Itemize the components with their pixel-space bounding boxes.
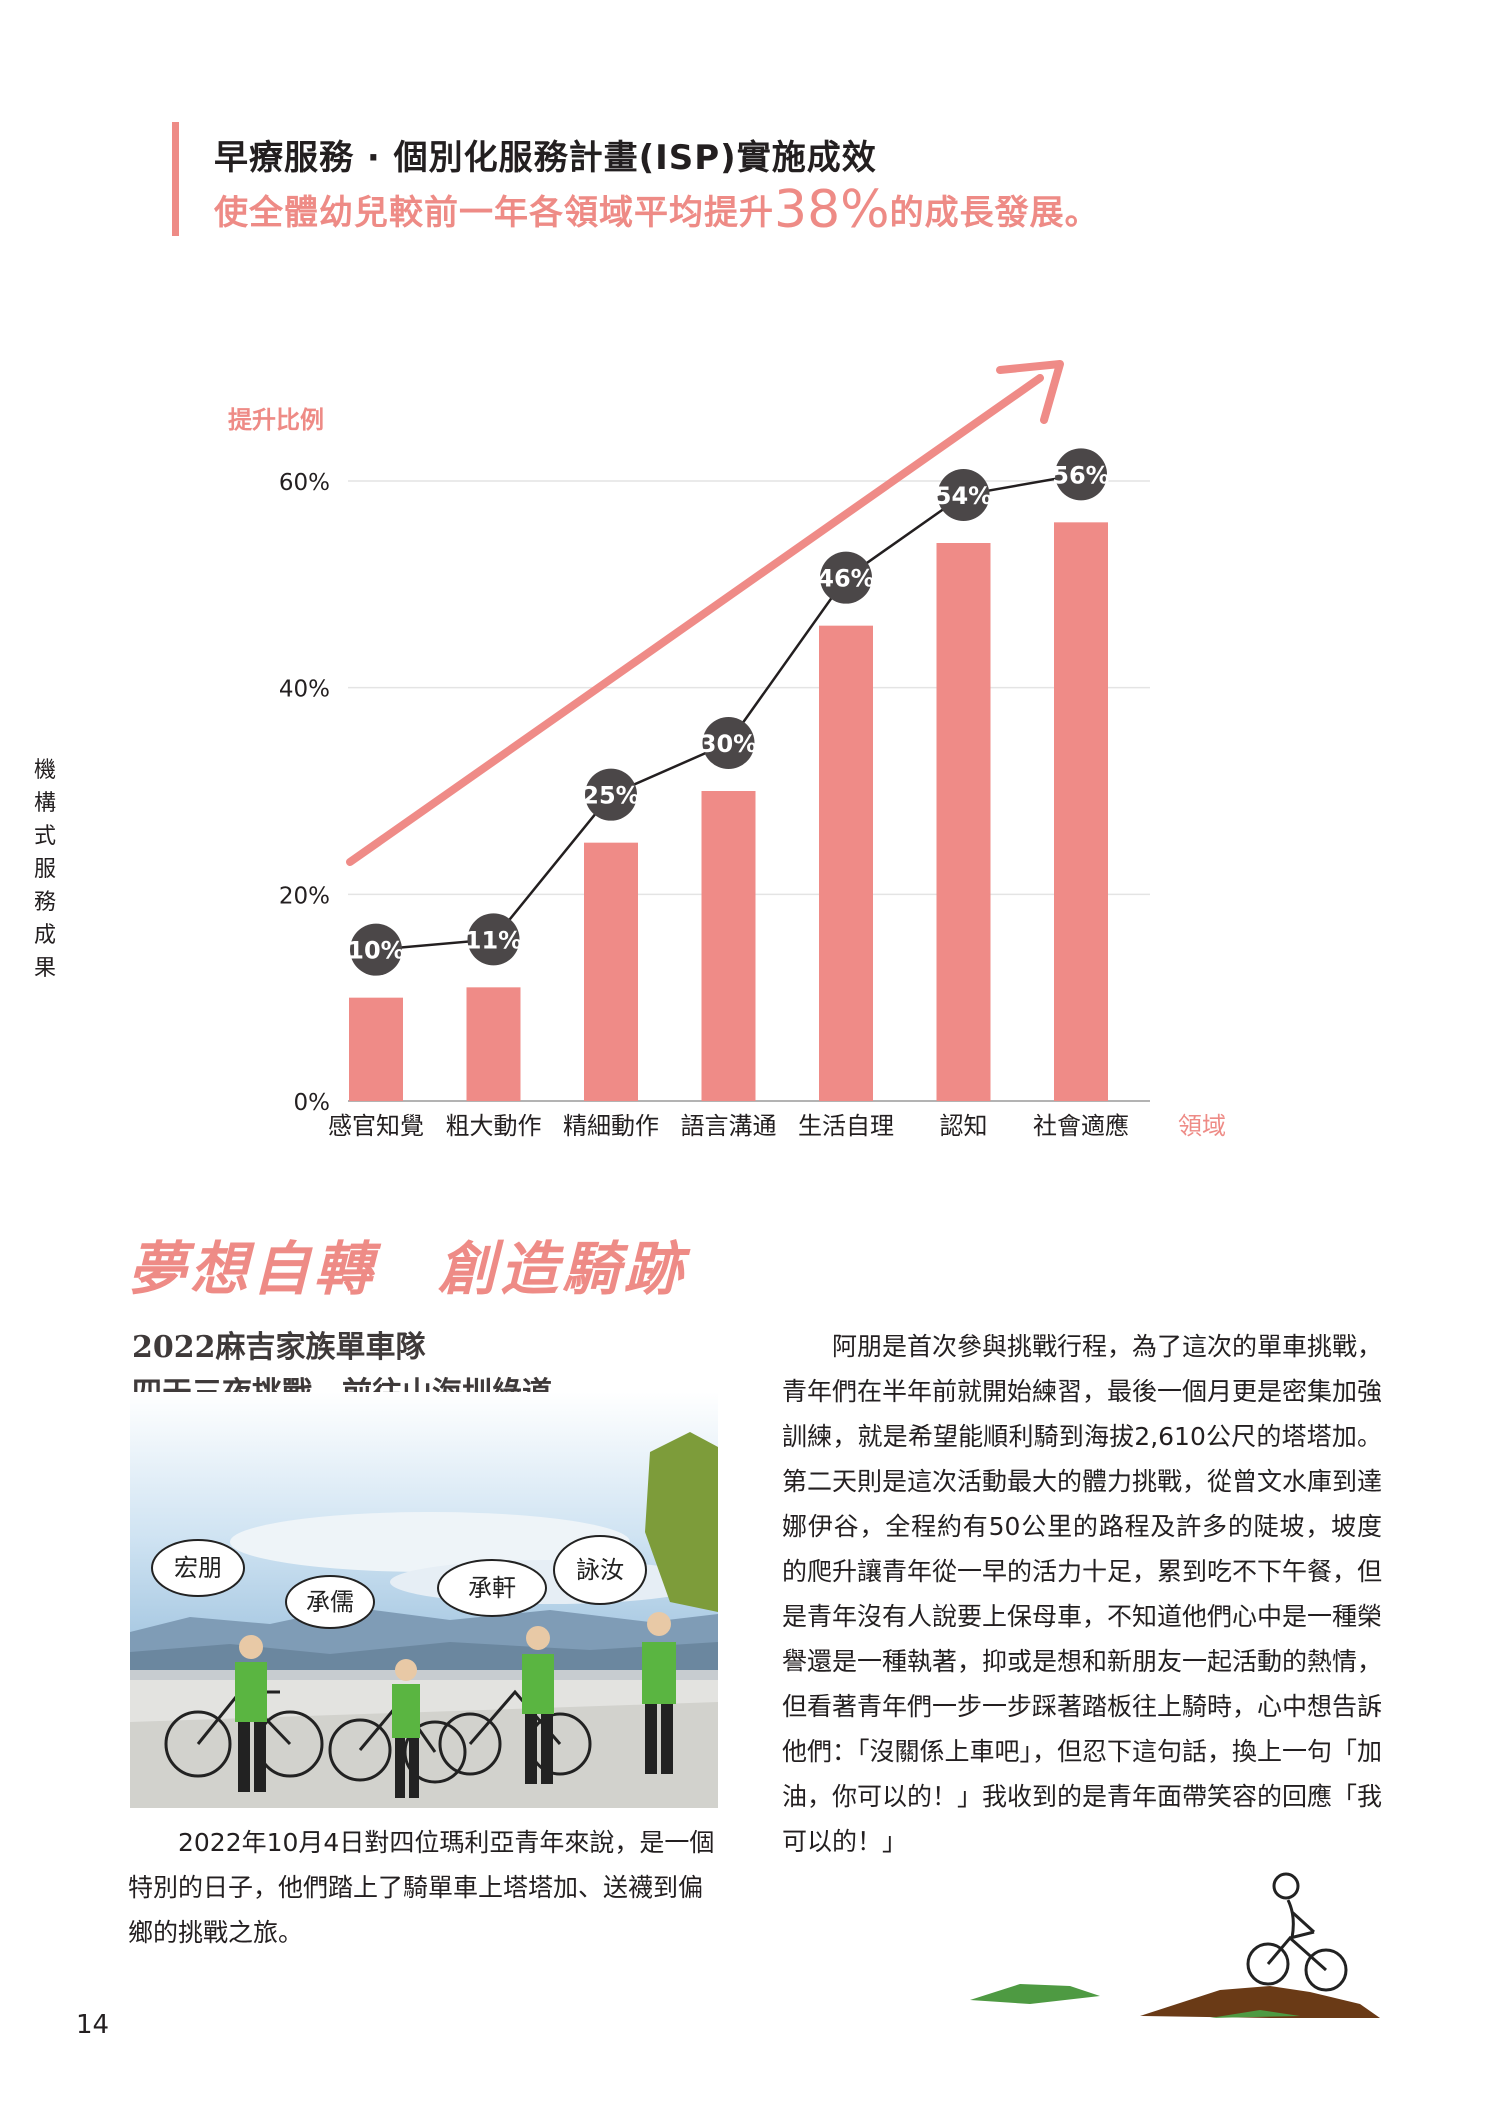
data-label: 46% xyxy=(817,565,874,593)
subtitle-post: 的成長發展。 xyxy=(889,193,1100,233)
header-subtitle: 使全體幼兒較前一年各領域平均提升38%的成長發展。 xyxy=(214,180,1100,240)
subtitle-pre: 使全體幼兒較前一年各領域平均提升 xyxy=(214,193,774,233)
bubble-label: 承儒 xyxy=(306,1588,354,1616)
y-tick-label: 0% xyxy=(294,1090,331,1116)
bar xyxy=(819,625,873,1101)
x-tick-label: 粗大動作 xyxy=(446,1112,542,1140)
value-dot xyxy=(937,469,990,521)
bubble-label: 承軒 xyxy=(468,1574,516,1602)
data-label: 56% xyxy=(1052,461,1109,489)
value-dot xyxy=(467,913,520,966)
x-tick-label: 生活自理 xyxy=(798,1112,894,1140)
value-marker: 54% xyxy=(935,469,992,521)
data-label: 11% xyxy=(465,926,522,954)
photo-caption: 2022年10月4日對四位瑪利亞青年來說，是一個特別的日子，他們踏上了騎單車上塔… xyxy=(128,1828,715,1947)
bar xyxy=(936,543,991,1101)
trend-arrowhead xyxy=(996,360,1064,424)
value-dot xyxy=(585,768,637,821)
y-axis-title: 提升比例 xyxy=(228,406,324,434)
page-number: 14 xyxy=(76,2010,110,2040)
bar xyxy=(466,987,521,1101)
bubble-label: 詠汝 xyxy=(576,1556,624,1584)
bar xyxy=(349,997,403,1101)
y-tick-label: 20% xyxy=(279,883,330,909)
bar xyxy=(584,842,638,1101)
data-label: 10% xyxy=(347,937,404,965)
header-accent-bar xyxy=(172,122,179,236)
bar xyxy=(1054,522,1108,1101)
bar xyxy=(701,791,756,1101)
y-tick-label: 60% xyxy=(279,470,330,496)
x-tick-label: 感官知覺 xyxy=(328,1112,424,1140)
x-tick-label: 社會適應 xyxy=(1033,1112,1129,1140)
side-section-label: 機構式服務成果 xyxy=(33,758,56,981)
value-marker: 46% xyxy=(817,551,875,604)
value-dot xyxy=(702,717,755,769)
subtitle-percent: 38% xyxy=(774,180,890,240)
data-label: 54% xyxy=(935,482,992,510)
y-tick-label: 40% xyxy=(279,677,330,703)
cyclist-illustration xyxy=(970,1872,1380,2018)
trend-arrow xyxy=(346,374,1044,866)
x-tick-label: 語言溝通 xyxy=(681,1112,777,1140)
value-dot xyxy=(350,923,402,976)
story-body: 阿朋是首次參與挑戰行程，為了這次的單車挑戰，青年們在半年前就開始練習，最後一個月… xyxy=(782,1332,1383,1856)
value-marker: 30% xyxy=(700,717,757,769)
value-dot xyxy=(820,551,872,604)
section-title: 夢想自轉 創造騎跡 xyxy=(128,1235,687,1303)
bubble-label: 宏朋 xyxy=(174,1554,222,1582)
subhead-team: 2022麻吉家族單車隊 xyxy=(132,1330,426,1365)
cycling-team-photo: 宏朋 承儒 承軒 詠汝 xyxy=(130,1392,718,1808)
value-marker: 10% xyxy=(347,923,405,976)
header-title: 早療服務 · 個別化服務計畫(ISP)實施成效 xyxy=(214,138,877,178)
value-marker: 56% xyxy=(1052,448,1110,501)
data-label: 25% xyxy=(582,782,639,810)
data-label: 30% xyxy=(700,730,757,758)
x-tick-label: 認知 xyxy=(940,1112,988,1140)
value-dot xyxy=(1055,448,1107,501)
x-axis-title: 領域 xyxy=(1178,1112,1226,1140)
value-marker: 25% xyxy=(582,768,640,821)
value-marker: 11% xyxy=(465,913,522,966)
x-tick-label: 精細動作 xyxy=(563,1112,659,1140)
